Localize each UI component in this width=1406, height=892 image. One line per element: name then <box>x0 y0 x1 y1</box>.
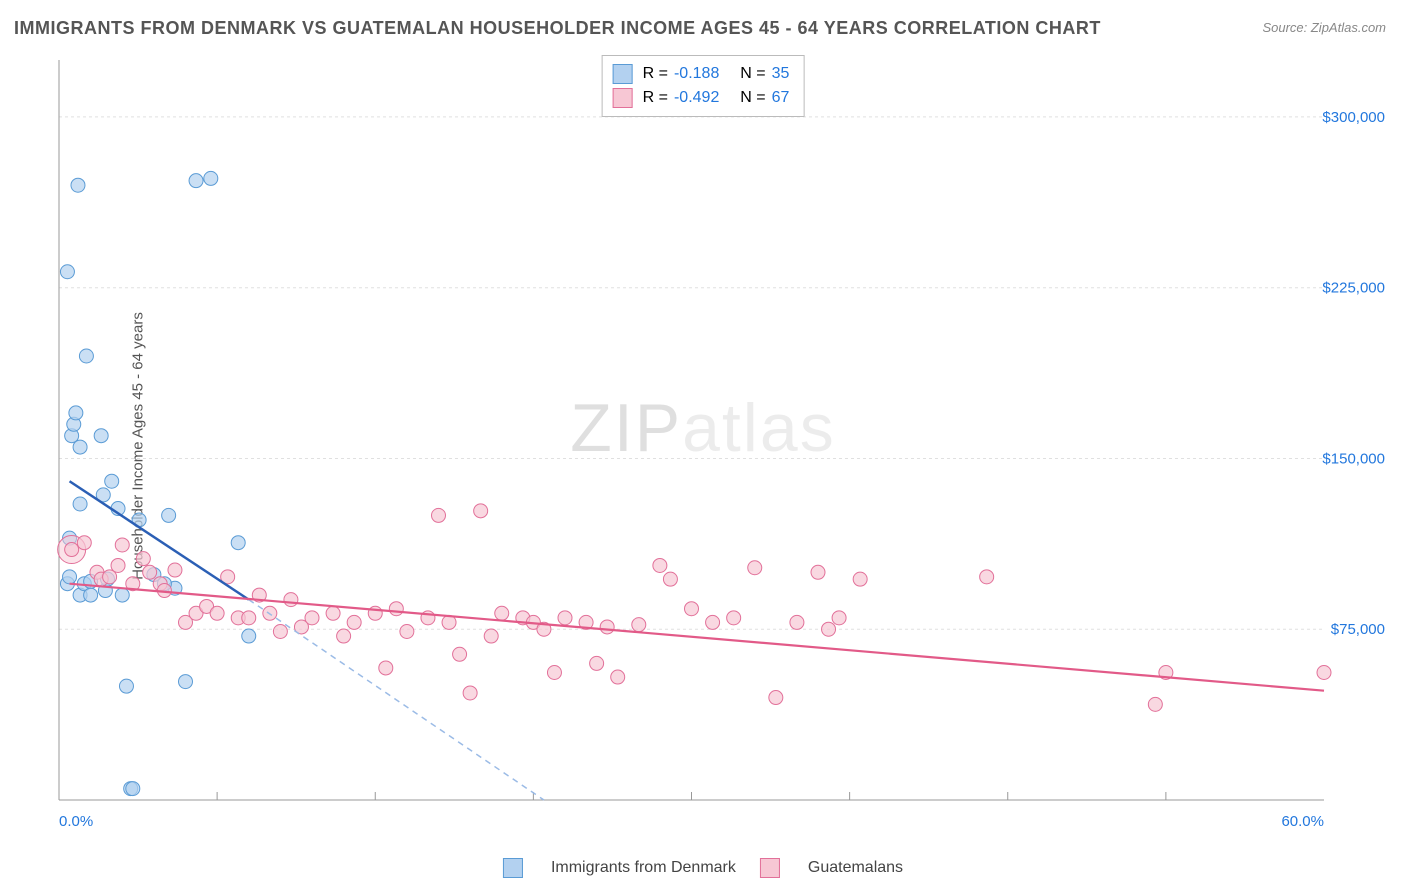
svg-text:0.0%: 0.0% <box>59 813 93 830</box>
svg-text:$225,000: $225,000 <box>1322 280 1385 297</box>
stats-row-0: R = -0.188 N = 35 <box>613 62 790 86</box>
swatch-icon <box>613 88 633 108</box>
chart-title: IMMIGRANTS FROM DENMARK VS GUATEMALAN HO… <box>14 18 1101 39</box>
stats-row-1: R = -0.492 N = 67 <box>613 86 790 110</box>
n-value: 67 <box>772 86 790 110</box>
legend-label-0: Immigrants from Denmark <box>551 859 736 877</box>
legend-bottom: Immigrants from Denmark Guatemalans <box>503 858 903 878</box>
swatch-icon <box>760 858 780 878</box>
svg-text:$300,000: $300,000 <box>1322 109 1385 126</box>
r-value: -0.492 <box>674 86 719 110</box>
source-label: Source: ZipAtlas.com <box>1262 20 1386 35</box>
swatch-icon <box>503 858 523 878</box>
r-label: R = <box>643 86 668 110</box>
scatter-plot: $75,000 $150,000 $225,000 $300,000 0.0% 60.0% <box>49 50 1389 830</box>
stats-legend: R = -0.188 N = 35 R = -0.492 N = 67 <box>602 55 805 117</box>
r-value: -0.188 <box>674 62 719 86</box>
svg-text:$75,000: $75,000 <box>1331 621 1385 638</box>
swatch-icon <box>613 64 633 84</box>
n-label: N = <box>740 86 765 110</box>
legend-label-1: Guatemalans <box>808 859 903 877</box>
svg-text:60.0%: 60.0% <box>1281 813 1324 830</box>
r-label: R = <box>643 62 668 86</box>
svg-text:$150,000: $150,000 <box>1322 450 1385 467</box>
n-value: 35 <box>772 62 790 86</box>
n-label: N = <box>740 62 765 86</box>
chart-container: IMMIGRANTS FROM DENMARK VS GUATEMALAN HO… <box>0 0 1406 892</box>
